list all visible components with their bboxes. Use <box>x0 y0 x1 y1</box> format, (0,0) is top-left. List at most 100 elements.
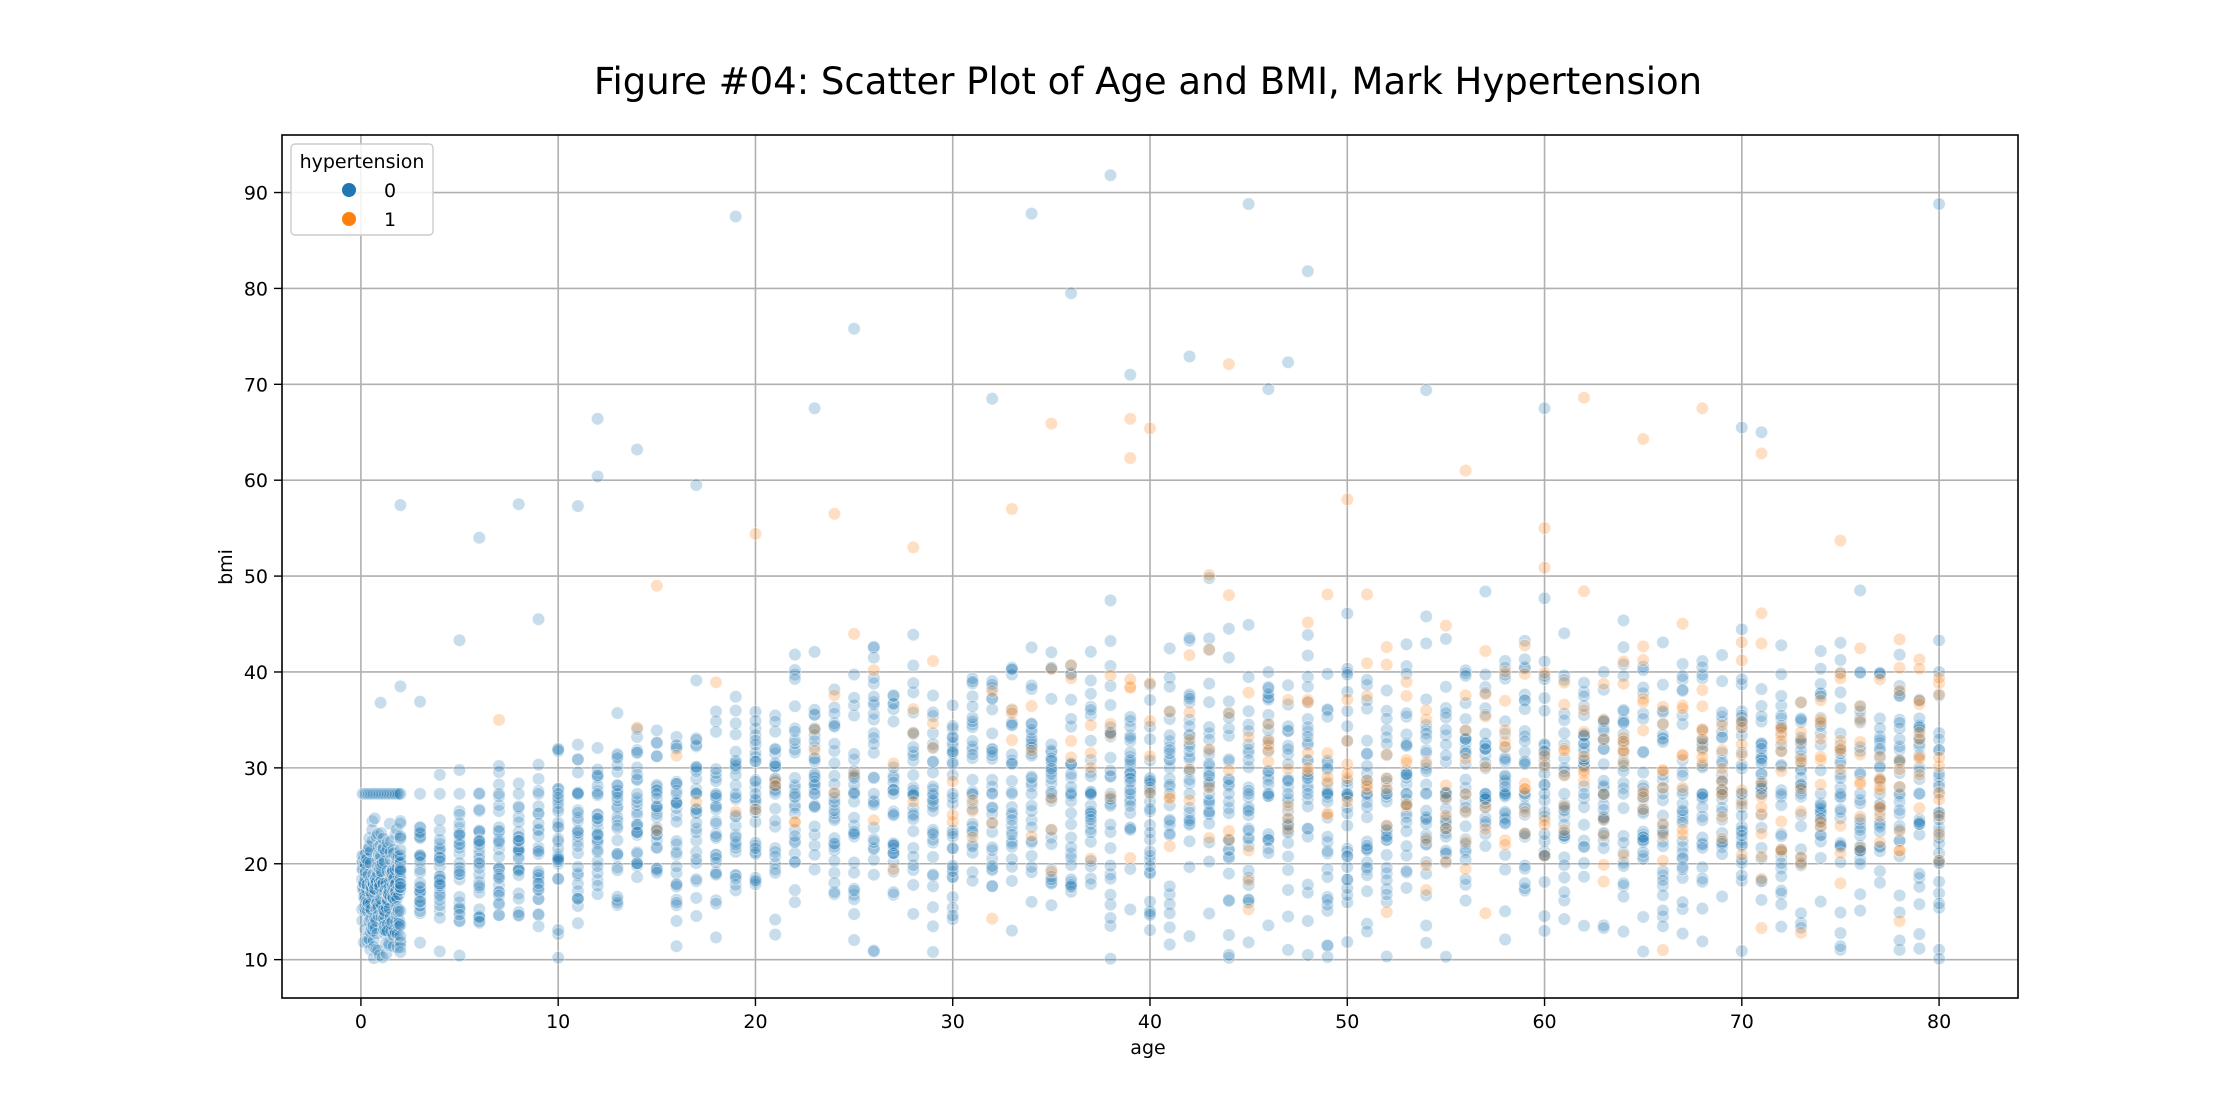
series-0-point <box>926 900 940 914</box>
series-0-point <box>1143 826 1157 840</box>
series-0-point <box>768 912 782 927</box>
series-0-point <box>472 803 486 817</box>
series-0-point <box>1163 937 1177 952</box>
y-tick-label: 20 <box>244 854 268 876</box>
series-1-point <box>1754 800 1769 815</box>
series-0-point <box>413 865 427 880</box>
series-0-point <box>1222 806 1236 820</box>
series-1-point <box>1005 706 1019 720</box>
series-1-point <box>1774 722 1788 736</box>
series-0-point <box>1814 851 1828 865</box>
series-0-point <box>1439 723 1453 737</box>
series-1-point <box>867 663 881 677</box>
series-1-point <box>1025 829 1039 843</box>
series-0-point <box>1754 709 1769 723</box>
series-0-point <box>1794 906 1808 920</box>
series-0-point <box>886 885 901 899</box>
series-1-point <box>1537 560 1552 575</box>
series-1-point <box>1774 844 1788 858</box>
y-tick-label: 50 <box>244 566 268 588</box>
series-0-point <box>1320 787 1335 801</box>
series-0-points <box>355 168 1946 966</box>
series-1-point <box>1399 753 1414 767</box>
series-1-point <box>1084 718 1098 732</box>
series-0-point <box>985 840 999 854</box>
series-0-point <box>1103 751 1118 765</box>
series-0-point <box>1202 804 1216 819</box>
series-1-point <box>1360 587 1374 602</box>
series-0-point <box>1577 840 1591 854</box>
series-1-point <box>1893 843 1907 858</box>
series-0-point <box>827 737 842 751</box>
series-0-point <box>393 498 407 512</box>
series-0-point <box>1281 943 1295 957</box>
series-0-point <box>768 802 782 816</box>
series-0-point <box>610 821 625 835</box>
series-1-point <box>650 579 664 593</box>
series-1-point <box>1143 749 1157 763</box>
series-0-point <box>1202 816 1216 831</box>
series-1-point <box>1636 723 1650 738</box>
series-1-point <box>1656 943 1670 957</box>
series-1-point <box>1676 823 1690 837</box>
series-0-point <box>669 787 684 801</box>
series-0-point <box>390 900 404 914</box>
series-0-point <box>1005 774 1019 788</box>
series-0-point <box>551 872 565 886</box>
series-0-point <box>1439 950 1453 964</box>
series-0-point <box>413 826 427 840</box>
series-0-point <box>748 774 763 789</box>
series-1-point <box>1182 732 1197 747</box>
series-1-point <box>1656 817 1670 831</box>
series-1-point <box>906 795 920 809</box>
series-0-point <box>1597 757 1611 771</box>
series-1-point <box>1873 749 1887 764</box>
legend-marker-0 <box>342 183 356 197</box>
series-0-point <box>1893 648 1907 662</box>
series-0-point <box>1537 691 1552 705</box>
series-0-point <box>807 401 822 415</box>
series-0-point <box>1557 858 1571 872</box>
series-0-point <box>1636 833 1650 847</box>
series-0-point <box>1439 680 1453 694</box>
series-0-point <box>926 919 940 933</box>
series-0-point <box>1222 787 1236 801</box>
series-0-point <box>1577 689 1591 703</box>
series-0-point <box>393 880 407 894</box>
series-0-point <box>1557 912 1571 926</box>
series-0-point <box>1814 662 1828 676</box>
series-1-point <box>946 774 960 788</box>
series-1-point <box>1242 730 1256 744</box>
series-1-point <box>729 805 743 819</box>
series-0-point <box>531 864 546 879</box>
series-0-point <box>1340 606 1354 621</box>
series-0-point <box>1163 920 1177 935</box>
series-0-point <box>531 772 546 786</box>
series-1-point <box>1656 828 1670 842</box>
chart-title: Figure #04: Scatter Plot of Age and BMI,… <box>594 60 1702 103</box>
series-0-point <box>1399 881 1414 895</box>
series-0-point <box>1735 944 1749 958</box>
series-0-point <box>1557 726 1571 740</box>
series-0-point <box>1774 787 1788 801</box>
x-tick-label: 40 <box>1138 1011 1162 1033</box>
series-0-point <box>1143 732 1157 746</box>
series-1-point <box>1833 819 1848 833</box>
series-0-point <box>393 929 407 943</box>
series-0-point <box>1577 870 1591 884</box>
series-0-point <box>1064 817 1078 831</box>
series-1-point <box>1794 781 1808 796</box>
series-0-point <box>729 716 743 730</box>
series-1-point <box>1439 808 1453 822</box>
series-1-point <box>1656 700 1670 714</box>
series-0-point <box>689 909 703 923</box>
series-0-point <box>1103 911 1118 925</box>
series-0-point <box>1261 846 1276 860</box>
series-1-point <box>1557 743 1571 758</box>
legend: hypertension 0 1 <box>290 143 434 236</box>
series-0-point <box>368 811 382 826</box>
series-0-point <box>1774 920 1788 934</box>
series-0-point <box>1912 880 1927 894</box>
series-1-point <box>906 540 920 554</box>
series-0-point <box>413 695 427 709</box>
